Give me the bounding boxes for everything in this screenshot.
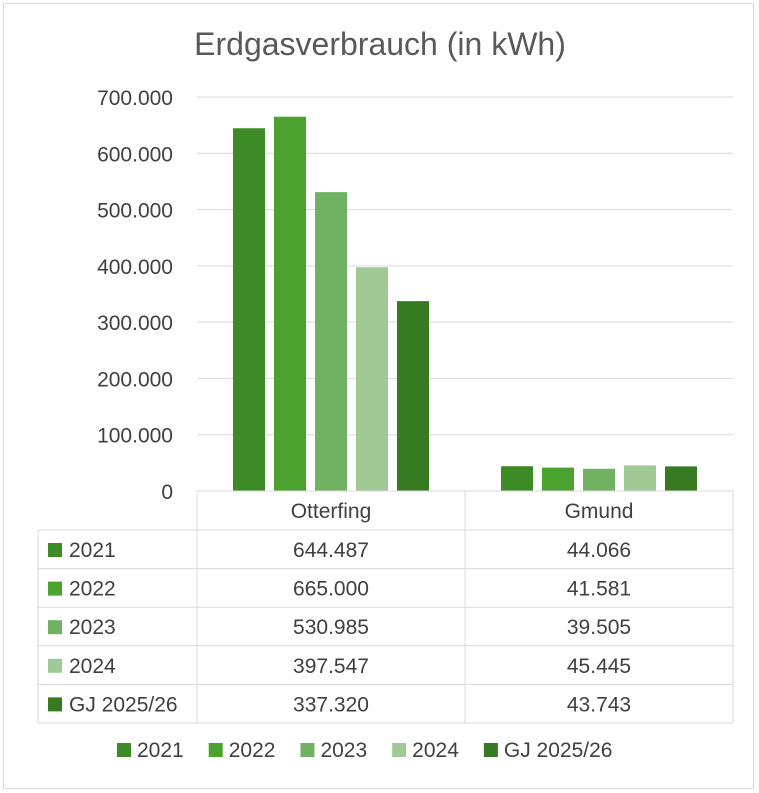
legend-label: GJ 2025/26 [504, 739, 613, 762]
legend-label: 2021 [137, 739, 184, 762]
legend-swatch [392, 743, 407, 757]
chart-frame [3, 3, 754, 789]
legend-swatch [483, 743, 498, 757]
bar [665, 466, 697, 491]
table-legend-key [48, 658, 62, 673]
legend-swatch [208, 743, 223, 757]
data-label: 665.000 [293, 578, 369, 601]
y-tick-label: 200.000 [97, 368, 173, 391]
legend-label: 2022 [229, 739, 276, 762]
table-series-label: 2021 [69, 539, 116, 562]
data-label: 39.505 [567, 616, 631, 639]
bar [274, 116, 306, 491]
data-label: 644.487 [293, 539, 369, 562]
table-legend-key [48, 581, 62, 596]
bar [501, 466, 533, 491]
bar [356, 267, 388, 491]
y-tick-label: 0 [161, 481, 173, 504]
table-series-label: 2023 [69, 616, 116, 639]
data-label: 43.743 [567, 693, 631, 716]
y-tick-label: 300.000 [97, 312, 173, 335]
table-series-label: 2024 [69, 655, 116, 678]
bar [624, 465, 656, 491]
category-label: Gmund [565, 500, 634, 523]
y-tick-label: 600.000 [97, 143, 173, 166]
bar [233, 128, 265, 491]
table-legend-key [48, 620, 62, 635]
table-legend-key [48, 543, 62, 557]
data-label: 41.581 [567, 578, 631, 601]
table-series-label: 2022 [69, 578, 116, 601]
legend-swatch [300, 743, 315, 757]
data-label: 45.445 [567, 655, 631, 678]
category-label: Otterfing [291, 500, 372, 523]
y-tick-label: 500.000 [97, 200, 173, 223]
table-series-label: GJ 2025/26 [69, 693, 178, 716]
data-label: 530.985 [293, 616, 369, 639]
bar [315, 192, 347, 492]
data-label: 44.066 [567, 539, 631, 562]
table-legend-key [48, 697, 62, 712]
data-label: 397.547 [293, 655, 369, 678]
legend-label: 2024 [412, 739, 459, 762]
bar [397, 301, 429, 491]
legend-label: 2023 [320, 739, 367, 762]
y-tick-label: 100.000 [97, 425, 173, 448]
bar [542, 467, 574, 491]
y-tick-label: 400.000 [97, 256, 173, 279]
data-label: 337.320 [293, 693, 369, 716]
chart-title: Erdgasverbrauch (in kWh) [194, 26, 566, 62]
y-tick-label: 700.000 [97, 87, 173, 110]
legend-swatch [117, 743, 131, 757]
bar [583, 468, 615, 491]
